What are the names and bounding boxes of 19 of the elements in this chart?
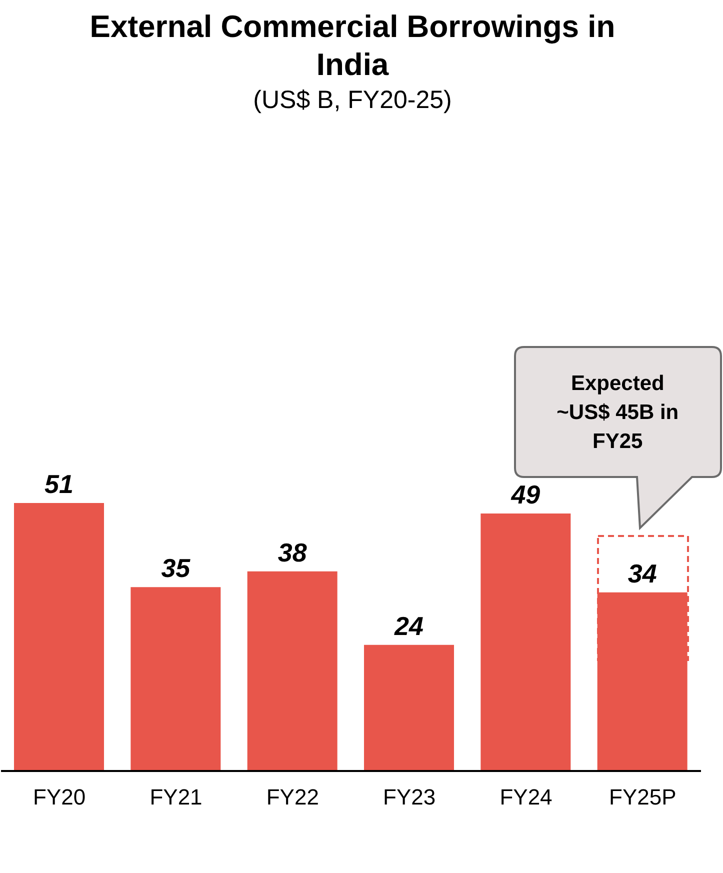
bar (597, 592, 688, 771)
x-tick-label: FY24 (500, 784, 552, 810)
bar (130, 587, 221, 771)
data-label: 51 (44, 469, 74, 499)
bar (247, 571, 338, 771)
data-label: 35 (161, 553, 191, 584)
chart-subtitle: (US$ B, FY20-25) (252, 85, 453, 116)
x-tick-label: FY21 (150, 784, 202, 810)
chart-title: External Commercial Borrowings in India (88, 8, 616, 84)
x-tick-label: FY25P (609, 784, 676, 810)
x-tick-label: FY22 (266, 784, 319, 810)
x-tick-label: FY23 (383, 784, 436, 810)
x-tick-label: FY20 (33, 784, 86, 810)
data-label: 49 (510, 480, 541, 510)
data-label: 38 (278, 537, 308, 568)
bar (14, 503, 104, 771)
bar (364, 644, 454, 771)
data-label: 24 (394, 610, 424, 641)
data-label: 34 (628, 558, 658, 588)
